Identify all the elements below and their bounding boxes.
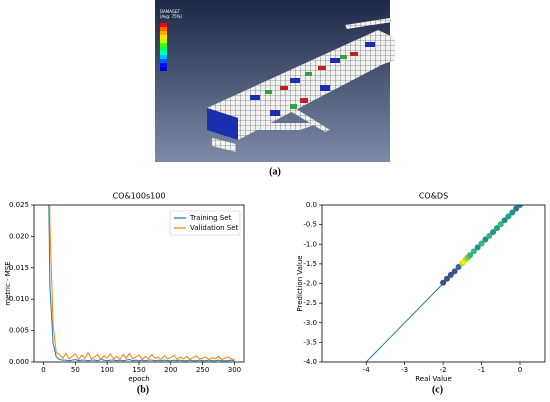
point: [497, 221, 504, 228]
y-tick-label: -2.0: [303, 280, 317, 288]
x-tick-label: 0: [41, 366, 45, 374]
x-tick-label: 100: [100, 366, 113, 374]
point: [474, 244, 481, 251]
y-tick-label: -1.5: [303, 260, 317, 268]
x-tick-label: -3: [401, 366, 408, 374]
y-tick-label: -3.5: [303, 338, 317, 346]
point: [501, 217, 508, 224]
legend-label: Validation Set: [190, 224, 239, 232]
plot-area: [48, 205, 235, 362]
point: [513, 205, 520, 212]
y-axis-label: metric - MSE: [4, 261, 12, 305]
axes-frame: [33, 204, 245, 363]
point: [505, 213, 512, 220]
x-tick-label: 50: [71, 366, 80, 374]
x-tick-label: 150: [132, 366, 145, 374]
legend-title: DAMAGET: [160, 9, 180, 14]
x-tick-label: 300: [228, 366, 241, 374]
panel-label: (a): [269, 166, 281, 177]
y-tick-label: 0.010: [9, 295, 29, 303]
y-axis-label: Prediction Value: [296, 255, 304, 311]
point: [467, 252, 474, 259]
series-line: [48, 205, 235, 362]
y-tick-label: -1.0: [303, 240, 317, 248]
y-tick-label: 0.000: [9, 358, 29, 366]
axes-frame: [321, 204, 546, 363]
point: [482, 236, 489, 243]
chart-title: CO&DS: [419, 192, 448, 201]
panel-label: (c): [432, 384, 443, 395]
y-tick-label: -0.5: [303, 221, 317, 229]
x-tick-label: -4: [363, 366, 371, 374]
plot-area: [365, 205, 524, 362]
panel-label: (b): [137, 384, 149, 395]
legend-box: [169, 210, 241, 236]
point: [443, 275, 450, 282]
chart-title: CO&100s100: [113, 192, 166, 201]
point: [486, 233, 493, 240]
point: [455, 264, 462, 271]
y-tick-label: -3.0: [303, 319, 317, 327]
y-tick-label: 0.015: [9, 264, 29, 272]
y-tick-label: 0.025: [9, 201, 29, 209]
x-tick-label: -1: [478, 366, 485, 374]
point: [478, 240, 485, 247]
y-tick-label: 0.0: [306, 201, 317, 209]
point: [451, 268, 458, 275]
y-tick-label: -2.5: [303, 299, 317, 307]
damage-legend: DAMAGET (Avg: 75%): [160, 9, 182, 71]
x-axis-label: Real Value: [415, 375, 452, 383]
point: [490, 229, 497, 236]
point: [517, 205, 524, 208]
x-tick-label: 250: [196, 366, 209, 374]
x-tick-label: 0: [518, 366, 522, 374]
point: [493, 225, 500, 232]
x-axis-label: epoch: [128, 375, 149, 383]
point: [470, 248, 477, 255]
legend-subtitle: (Avg: 75%): [160, 14, 182, 19]
x-tick-label: 200: [164, 366, 177, 374]
fem-render: DAMAGET (Avg: 75%): [155, 0, 395, 162]
legend-label: Training Set: [189, 214, 232, 222]
point: [509, 209, 516, 216]
y-tick-label: -4.0: [303, 358, 317, 366]
series-line: [49, 205, 235, 361]
y-tick-label: 0.005: [9, 327, 29, 335]
point: [447, 271, 454, 278]
x-tick-label: -2: [440, 366, 447, 374]
point: [440, 279, 447, 286]
y-tick-label: 0.020: [9, 232, 29, 240]
